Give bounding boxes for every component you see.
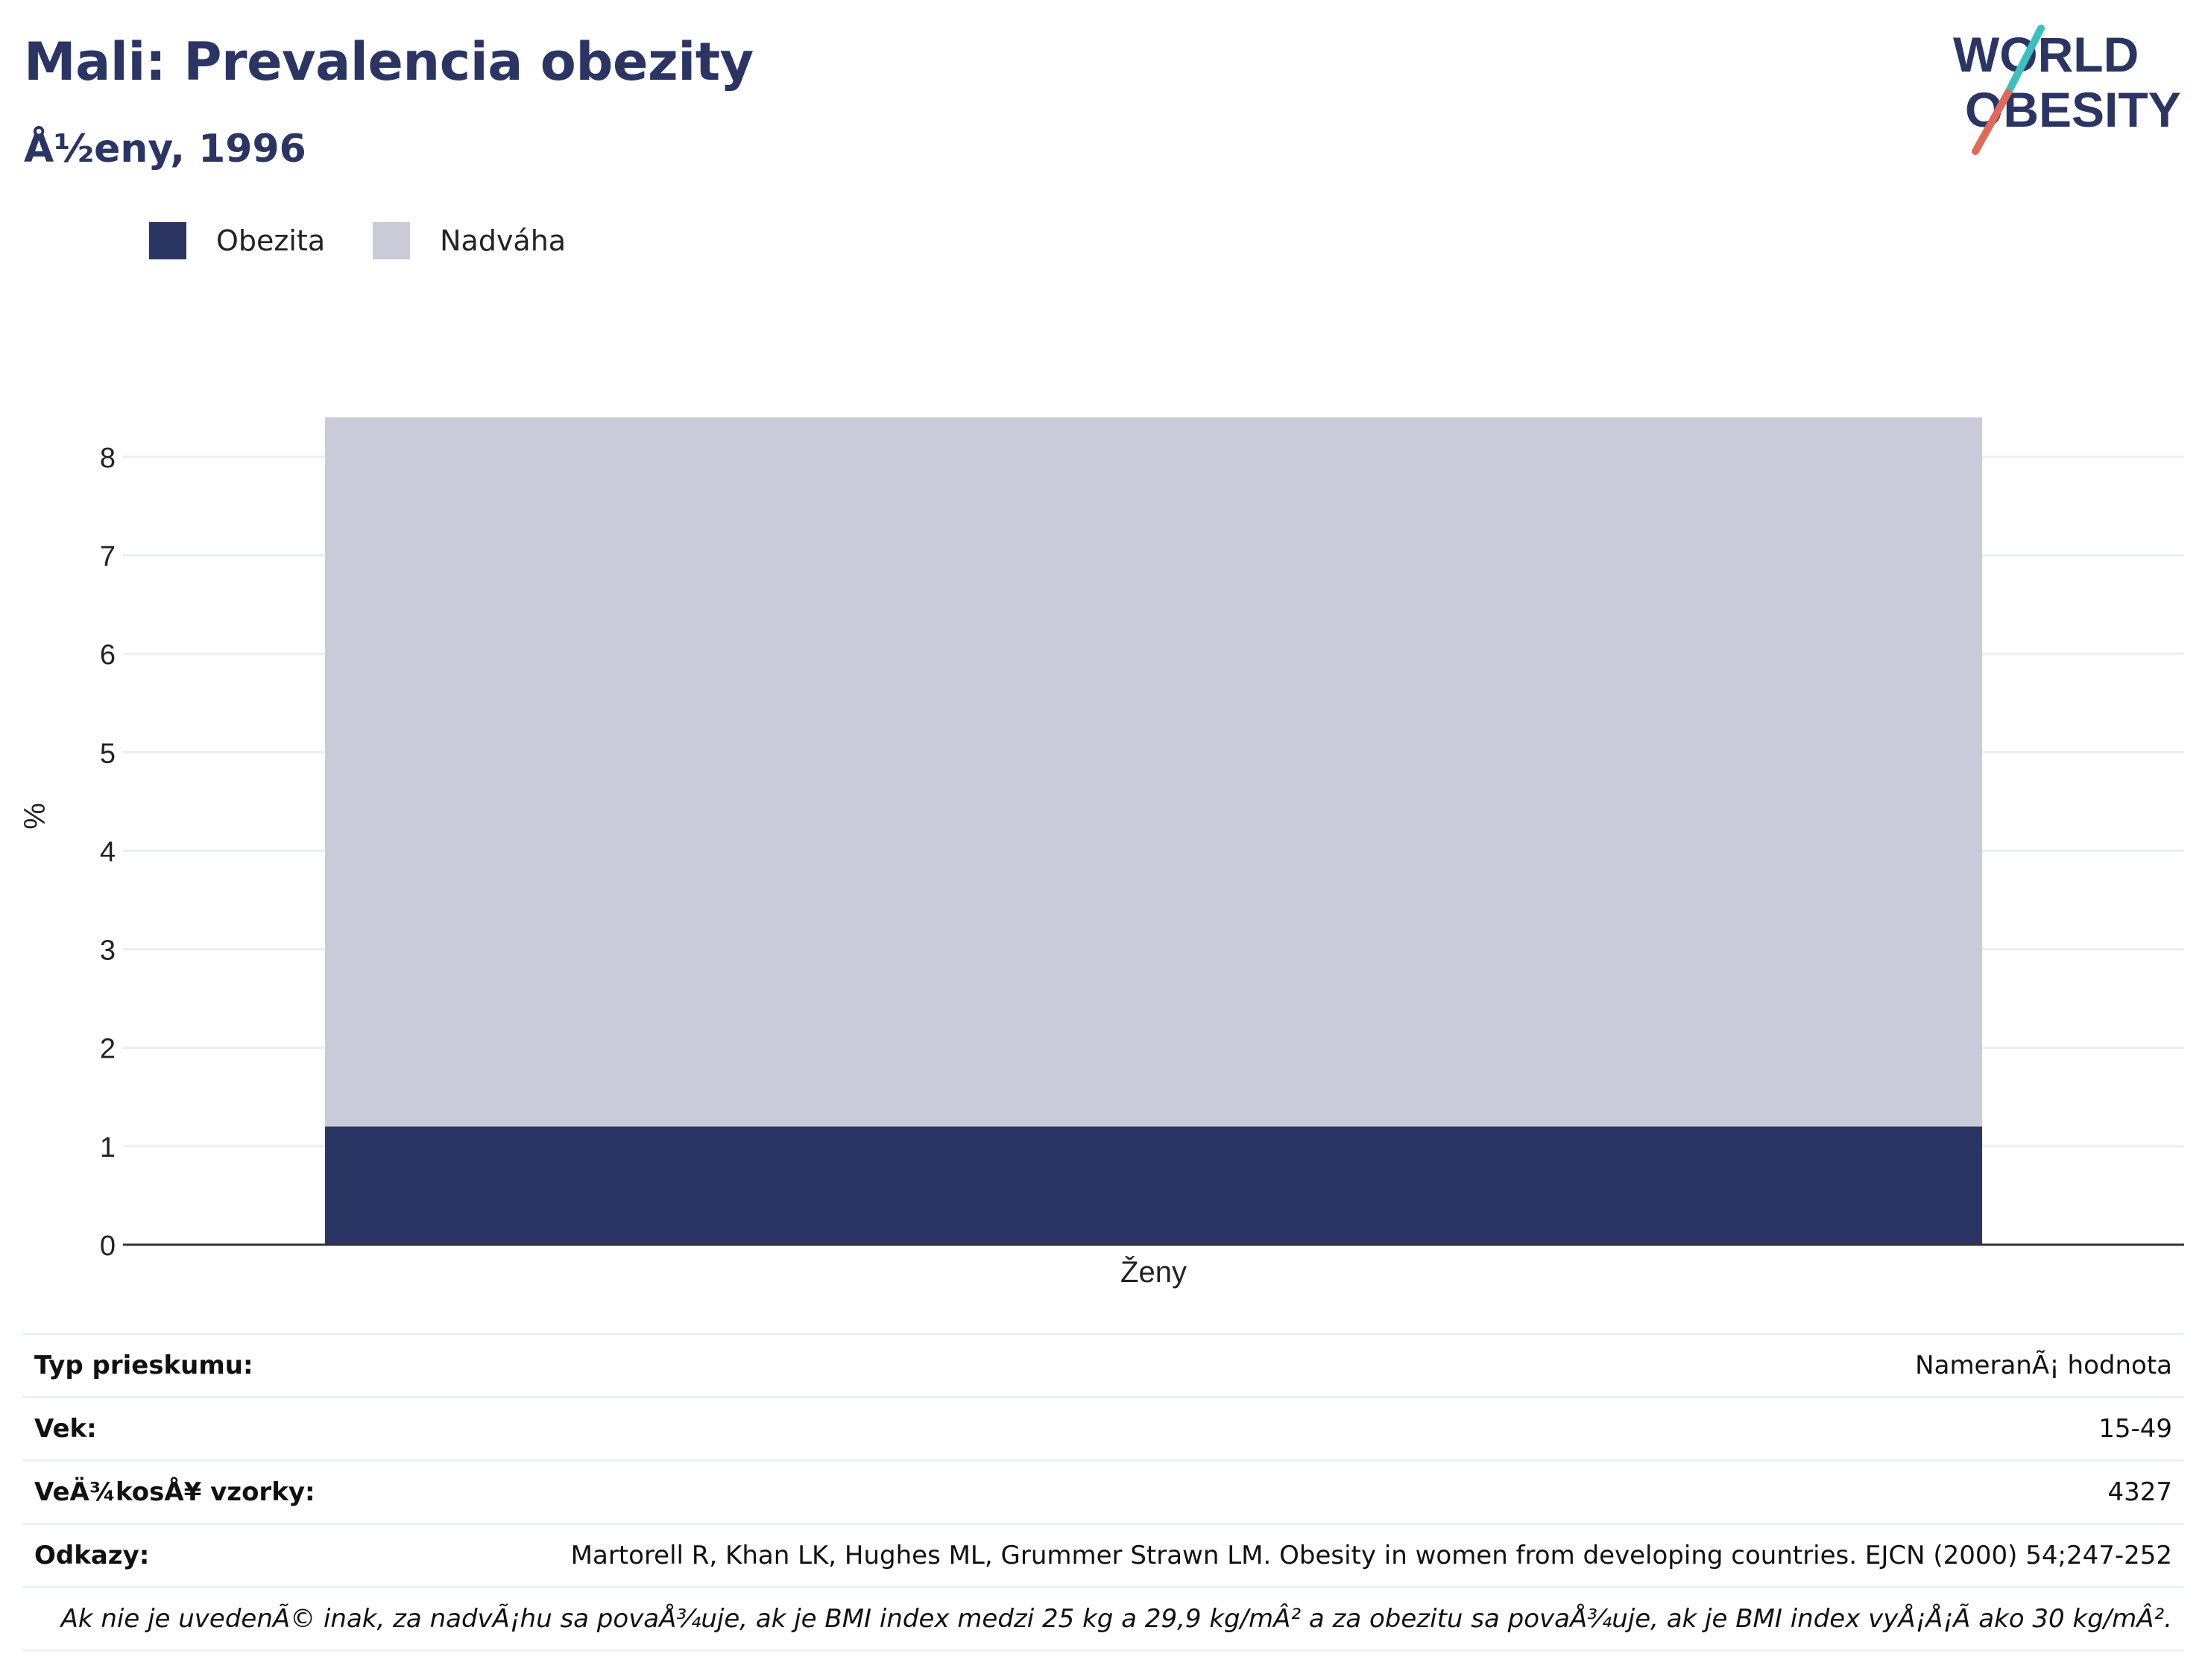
y-tick-label: 2 [100,1034,116,1065]
y-tick-label: 1 [100,1132,116,1163]
y-tick-label: 6 [100,640,116,671]
legend: Obezita Nadváha [149,222,613,259]
info-row-note: Ak nie je uvedenÃ© inak, za nadvÃ¡hu sa … [22,1586,2184,1652]
page-subtitle: Å½eny, 1996 [24,127,306,171]
bars [324,417,1983,1245]
info-row-sample-size: VeÄ¾kosÅ¥ vzorky: 4327 [22,1459,2184,1524]
world-obesity-logo: WORLD OBESITY [1953,25,2181,155]
legend-swatch-obezita [149,222,186,259]
legend-item-obezita[interactable]: Obezita [149,222,325,259]
info-key: Odkazy: [22,1523,364,1588]
bar-segment-obezita[interactable] [324,1126,1983,1245]
y-tick-label: 0 [100,1231,116,1262]
x-tick-label: Ženy [1120,1255,1187,1289]
y-tick-label: 5 [100,738,116,769]
info-value: 4327 [363,1459,2184,1524]
y-tick-label: 4 [100,836,116,868]
y-axis-label: % [19,803,51,830]
y-tick-labels: 0 1 2 3 4 5 6 7 8 [100,443,116,1262]
info-value: 15-49 [363,1396,2184,1461]
legend-label-obezita: Obezita [216,224,326,257]
svg-text:WORLD: WORLD [1953,27,2139,82]
info-row-age: Vek: 15-49 [22,1396,2184,1461]
info-value: Martorell R, Khan LK, Hughes ML, Grummer… [363,1523,2184,1588]
info-key: VeÄ¾kosÅ¥ vzorky: [22,1459,364,1524]
info-row-survey-type: Typ prieskumu: NameranÃ¡ hodnota [22,1333,2184,1398]
page-title: Mali: Prevalencia obezity [24,31,754,92]
info-value: NameranÃ¡ hodnota [363,1333,2184,1398]
legend-label-nadvaha: Nadváha [440,224,567,257]
y-tick-label: 8 [100,443,116,474]
bar-chart: 0 1 2 3 4 5 6 7 8 Ženy % [19,417,2184,1289]
definition-note: Ak nie je uvedenÃ© inak, za nadvÃ¡hu sa … [22,1586,2184,1652]
info-row-references: Odkazy: Martorell R, Khan LK, Hughes ML,… [22,1523,2184,1588]
legend-item-nadvaha[interactable]: Nadváha [373,222,566,259]
info-table: Typ prieskumu: NameranÃ¡ hodnota Vek: 15… [22,1333,2184,1652]
x-tick-labels: Ženy [1120,1255,1187,1289]
info-key: Vek: [22,1396,364,1461]
y-tick-label: 7 [100,541,116,572]
legend-swatch-nadvaha [373,222,411,259]
bar-segment-nadvaha[interactable] [324,417,1983,1127]
y-tick-label: 3 [100,935,116,967]
info-key: Typ prieskumu: [22,1333,364,1398]
